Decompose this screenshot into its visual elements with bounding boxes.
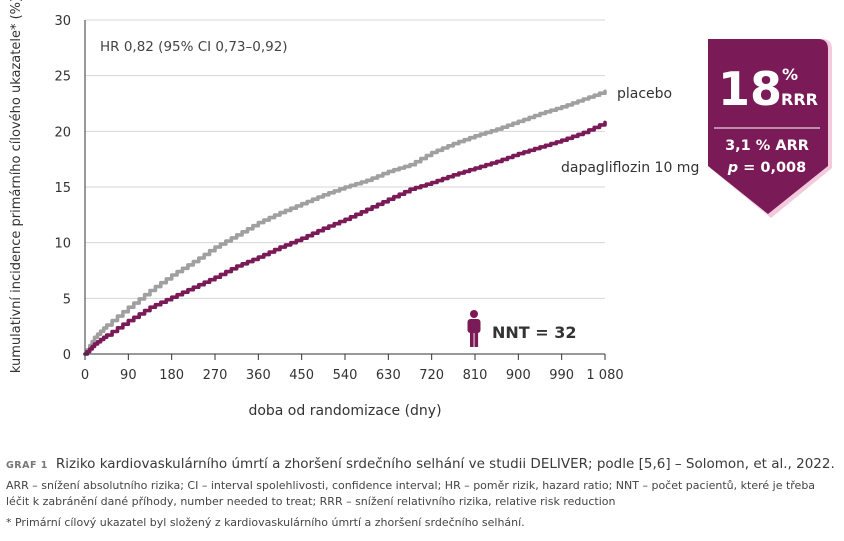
- y-tick-label-30: 30: [54, 14, 71, 29]
- axes: [84, 20, 606, 360]
- footnote: * Primární cílový ukazatel byl složený z…: [6, 516, 525, 529]
- p-value: p = 0,008: [727, 160, 807, 176]
- x-tick-label-360: 360: [246, 368, 271, 383]
- chart: 0 5 10 15 20 25 30 0 90 180 270 360 450 540 630 720 810 9…: [9, 0, 832, 419]
- x-tick-label-90: 90: [120, 368, 137, 383]
- x-tick-label-720: 720: [419, 368, 444, 383]
- figure-title: Riziko kardiovaskulárního úmrtí a zhorše…: [55, 456, 835, 472]
- series-line-dapagliflozin: [83, 120, 607, 356]
- legend-placebo: placebo: [617, 86, 672, 102]
- x-tick-label-540: 540: [333, 368, 358, 383]
- y-tick-label-15: 15: [54, 181, 71, 196]
- x-tick-label-270: 270: [203, 368, 228, 383]
- figure-caption: GRAF 1 Riziko kardiovaskulárního úmrtí a …: [6, 456, 838, 472]
- y-tick-label-5: 5: [63, 292, 71, 307]
- rrr-value: 18: [718, 62, 782, 116]
- x-tick-label-450: 450: [289, 368, 314, 383]
- x-tick-label-810: 810: [463, 368, 488, 383]
- abbreviations-note: ARR – snížení absolutního rizika; CI – i…: [6, 479, 816, 508]
- x-tick-label-0: 0: [81, 368, 89, 383]
- y-tick-label-25: 25: [54, 70, 71, 85]
- figure-number: GRAF 1: [6, 460, 48, 471]
- arr-value: 3,1 % ARR: [725, 138, 809, 154]
- x-tick-label-630: 630: [376, 368, 401, 383]
- series-layer: [83, 89, 607, 356]
- legend-dapagliflozin: dapagliflozin 10 mg: [561, 160, 699, 176]
- x-tick-label-1080: 1 080: [586, 368, 623, 383]
- person-icon: [467, 310, 481, 347]
- nnt-label: NNT = 32: [492, 323, 577, 342]
- x-tick-label-900: 900: [506, 368, 531, 383]
- hr-annotation: HR 0,82 (95% CI 0,73–0,92): [100, 39, 288, 55]
- x-tick-label-180: 180: [159, 368, 184, 383]
- y-tick-label-0: 0: [63, 348, 71, 363]
- x-axis-label: doba od randomizace (dny): [248, 403, 441, 419]
- rrr-badge: 18 % RRR 3,1 % ARR p = 0,008: [708, 39, 832, 218]
- tick-labels: 0 5 10 15 20 25 30 0 90 180 270 360 450 540 630 720 810 9…: [54, 14, 623, 383]
- rrr-label: RRR: [781, 90, 818, 109]
- rrr-percent: %: [782, 65, 798, 84]
- series-line-placebo: [83, 89, 607, 356]
- y-tick-label-20: 20: [54, 125, 71, 140]
- y-tick-label-10: 10: [54, 237, 71, 252]
- x-tick-label-990: 990: [549, 368, 574, 383]
- gridlines: [85, 19, 605, 299]
- y-axis-label: kumulativní incidence primárního cílovéh…: [9, 0, 24, 373]
